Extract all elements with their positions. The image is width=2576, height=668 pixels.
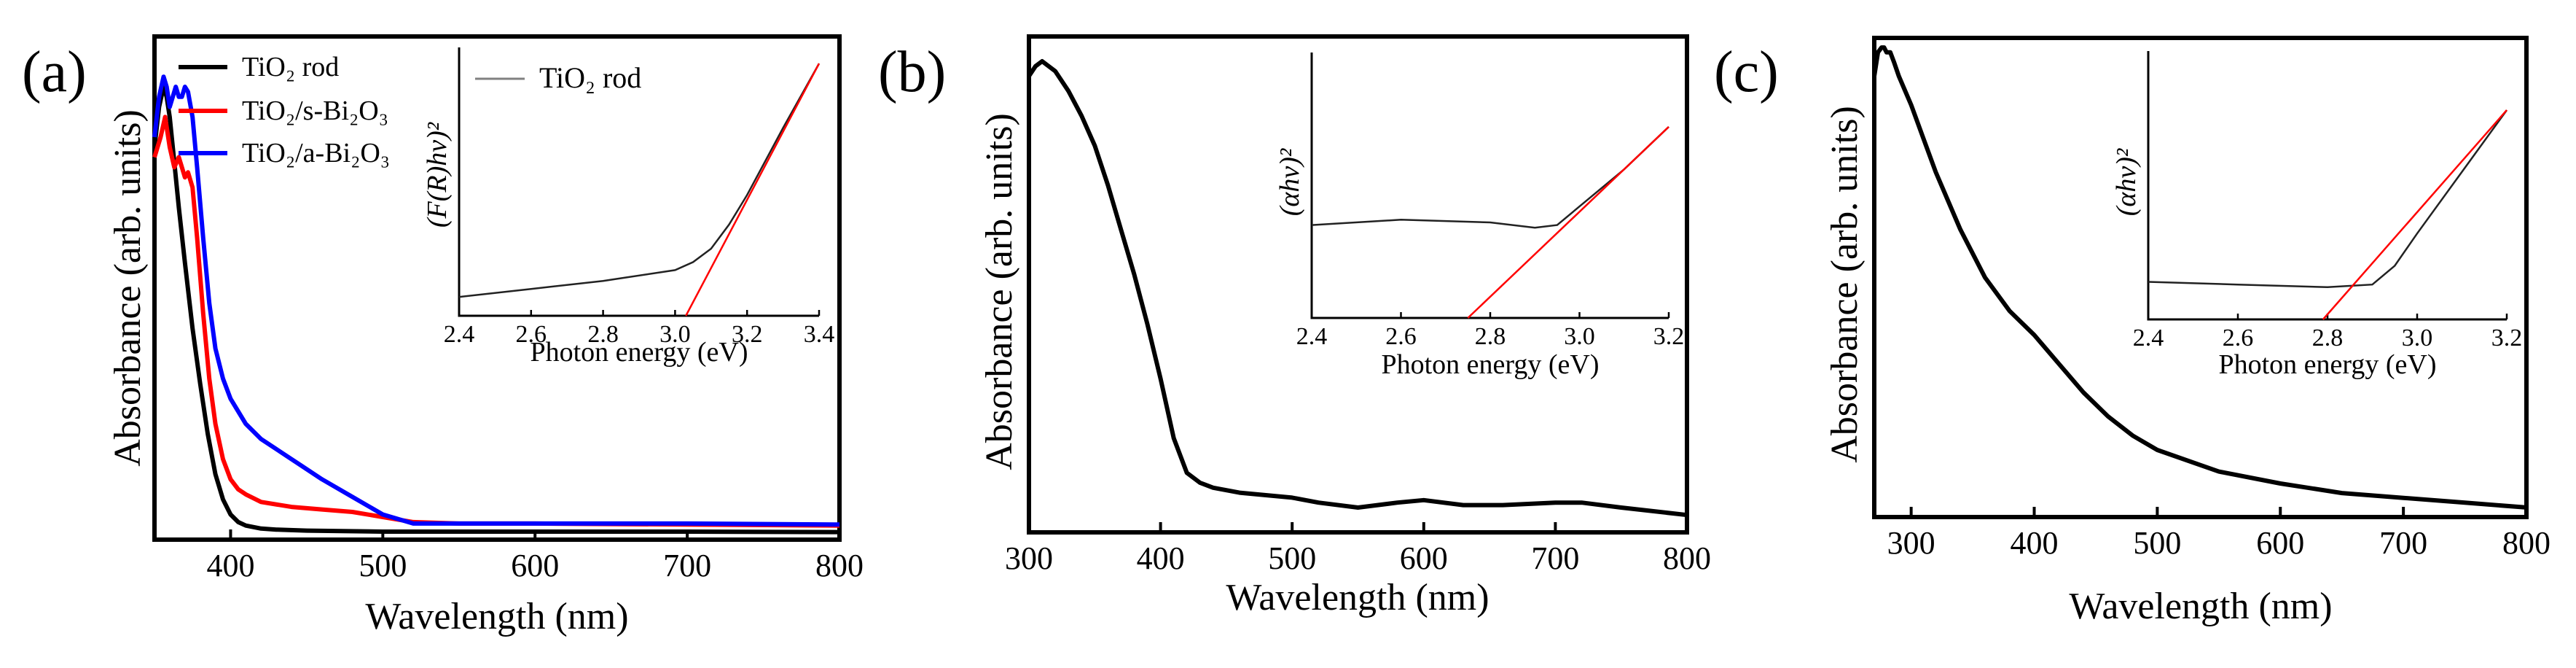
panel-a-xlabel: Wavelength (nm): [365, 596, 628, 637]
panel-a-inset-xlabel: Photon energy (eV): [530, 337, 748, 368]
panel-a-label: (a): [22, 40, 87, 104]
inset-x-tick-label: 2.8: [2312, 325, 2344, 352]
x-tick-label: 400: [206, 548, 254, 583]
x-tick-label: 500: [359, 548, 407, 583]
series-line: [152, 74, 840, 527]
x-tick-label: 600: [1400, 540, 1448, 576]
inset-x-tick-label: 2.6: [2223, 325, 2254, 352]
inset-fit-line: [685, 63, 821, 316]
inset-x-tick-label: 2.8: [1475, 323, 1506, 350]
panel-b-inset-plot: [1311, 125, 1669, 319]
legend-label-tio2-rod: TiO₂ rod: [242, 52, 339, 82]
panel-c: (c) 300 400 500 600 700 800 Wavelength (nm) A…: [1714, 36, 2550, 627]
series-line: [152, 85, 840, 535]
inset-x-tick-label: 3.2: [1653, 323, 1685, 350]
inset-x-tick-label: 2.4: [444, 321, 475, 348]
x-tick-label: 800: [2502, 525, 2550, 561]
panel-c-inset: 2.4 2.6 2.8 3.0 3.2 Photon energy (eV) (αhν)…: [2111, 51, 2522, 380]
series-line: [1872, 45, 2527, 510]
panel-a: (a) 400 500 600 700 800 Wavelength (nm) Abso…: [22, 34, 864, 637]
x-tick-label: 700: [2379, 525, 2427, 561]
legend-label-tio2-s-bi2o3: TiO₂/s-Bi₂O₃: [242, 96, 388, 126]
inset-x-tick-label: 2.6: [1385, 323, 1417, 350]
panel-b-label: (b): [878, 40, 946, 104]
panel-b-inset-x-ticks: 2.4 2.6 2.8 3.0 3.2: [1296, 312, 1685, 350]
panel-c-ylabel: Absorbance (arb. units): [1824, 106, 1866, 463]
panel-b: (b) 300 400 500 600 700 800 Wavelength (nm) A…: [878, 34, 1711, 618]
x-tick-label: 500: [2133, 525, 2181, 561]
panel-c-inset-ylabel: (αhν)²: [2111, 148, 2142, 216]
panel-a-inset: 2.4 2.6 2.8 3.0 3.2 3.4 TiO₂ rod Photon energ…: [422, 47, 834, 368]
inset-curve: [458, 63, 821, 298]
x-tick-label: 300: [1887, 525, 1935, 561]
inset-curve: [2148, 109, 2508, 289]
panel-a-inset-ylabel: (F(R)hν)²: [422, 122, 453, 228]
x-tick-label: 400: [1137, 540, 1185, 576]
panel-b-inset-ylabel: (αhν)²: [1275, 148, 1305, 216]
panel-b-inset: 2.4 2.6 2.8 3.0 3.2 Photon energy (eV) (αhν)…: [1275, 53, 1684, 380]
inset-fit-line: [2322, 109, 2508, 320]
inset-legend-label: TiO₂ rod: [539, 61, 641, 94]
panel-b-ylabel: Absorbance (arb. units): [979, 113, 1020, 470]
panel-b-frame: [1027, 34, 1689, 535]
inset-x-tick-label: 3.0: [659, 321, 691, 348]
series-line: [1027, 59, 1688, 518]
panel-a-ylabel: Absorbance (arb. units): [107, 109, 149, 467]
x-tick-label: 400: [2011, 525, 2059, 561]
x-tick-label: 700: [663, 548, 711, 583]
panel-c-xlabel: Wavelength (nm): [2069, 586, 2332, 627]
panel-b-inset-xlabel: Photon energy (eV): [1381, 349, 1599, 380]
x-tick-label: 800: [1663, 540, 1711, 576]
inset-x-tick-label: 3.2: [732, 321, 763, 348]
inset-x-tick-label: 3.2: [2491, 325, 2523, 352]
x-tick-label: 300: [1005, 540, 1053, 576]
x-tick-label: 500: [1268, 540, 1316, 576]
panel-a-inset-x-ticks: 2.4 2.6 2.8 3.0 3.2 3.4: [444, 310, 835, 348]
panel-c-inset-plot: [2148, 109, 2508, 320]
panel-c-label: (c): [1714, 40, 1779, 104]
x-tick-label: 600: [511, 548, 559, 583]
inset-x-tick-label: 2.8: [587, 321, 619, 348]
inset-x-tick-label: 3.0: [1564, 323, 1595, 350]
inset-x-tick-label: 2.4: [1296, 323, 1328, 350]
panel-a-x-ticks: 400 500 600 700 800: [206, 529, 864, 583]
panel-a-legend: TiO₂ rod TiO₂/s-Bi₂O₃ TiO₂/a-Bi₂O₃: [179, 52, 390, 168]
panel-b-inset-axes: [1310, 53, 1669, 319]
legend-label-tio2-a-bi2o3: TiO₂/a-Bi₂O₃: [242, 138, 390, 168]
panel-c-inset-xlabel: Photon energy (eV): [2218, 349, 2436, 380]
x-tick-label: 700: [1531, 540, 1579, 576]
inset-x-tick-label: 2.6: [516, 321, 547, 348]
panel-b-xlabel: Wavelength (nm): [1226, 577, 1489, 618]
panel-a-inset-plot: [458, 63, 821, 316]
panel-c-x-ticks: 300 400 500 600 700 800: [1887, 507, 2550, 561]
panel-c-frame: [1872, 36, 2529, 519]
panel-c-series: [1872, 45, 2527, 510]
x-tick-label: 800: [815, 548, 864, 583]
panel-a-series: [152, 74, 840, 535]
inset-x-tick-label: 2.4: [2133, 325, 2164, 352]
inset-x-tick-label: 3.4: [804, 321, 835, 348]
x-tick-label: 600: [2256, 525, 2304, 561]
inset-x-tick-label: 3.0: [2402, 325, 2433, 352]
panel-c-inset-x-ticks: 2.4 2.6 2.8 3.0 3.2: [2133, 314, 2523, 352]
panel-a-frame: [152, 34, 842, 542]
panel-b-x-ticks: 300 400 500 600 700 800: [1005, 522, 1711, 576]
panel-b-series: [1027, 59, 1688, 518]
inset-fit-line: [1467, 126, 1669, 319]
